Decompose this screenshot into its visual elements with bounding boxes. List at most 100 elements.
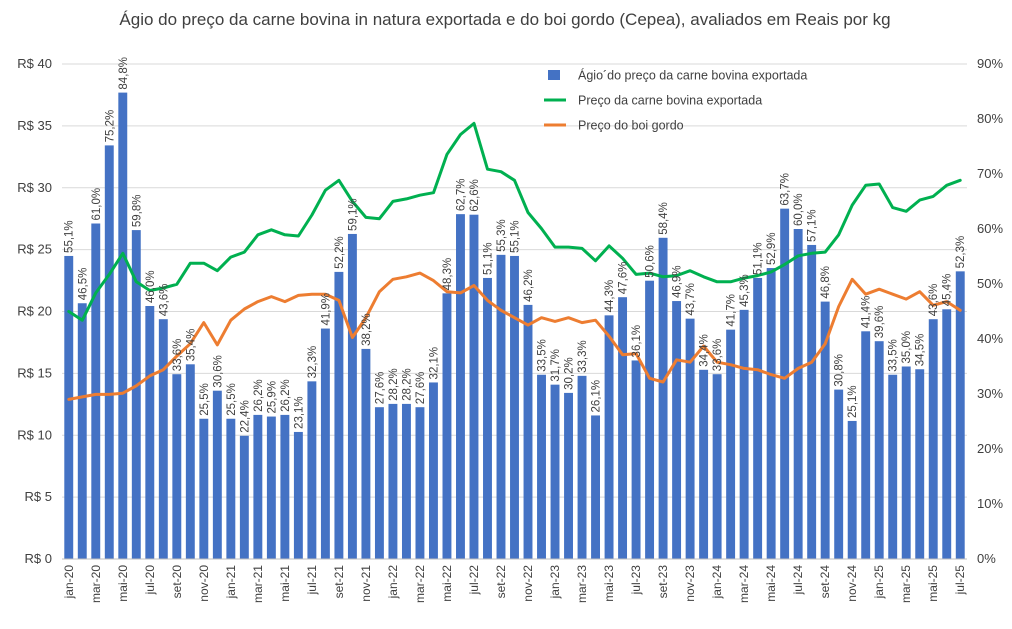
legend-label: Preço do boi gordo xyxy=(578,119,684,133)
bar xyxy=(618,297,628,559)
bar-data-label: 51,1% xyxy=(482,242,494,275)
x-tick-label: mar-25 xyxy=(899,565,913,603)
bar xyxy=(550,384,560,559)
bar xyxy=(631,360,641,559)
bar xyxy=(199,418,209,559)
bar-data-label: 43,6% xyxy=(158,284,170,317)
x-tick-label: mar-21 xyxy=(251,565,265,603)
bar xyxy=(226,418,236,559)
x-tick-label: nov-20 xyxy=(197,565,211,602)
x-tick-label: jul-25 xyxy=(953,565,967,596)
bar xyxy=(834,389,844,559)
bar xyxy=(766,268,776,559)
bar-data-label: 25,5% xyxy=(226,383,238,416)
y-left-tick-label: R$ 10 xyxy=(17,427,52,442)
bar-data-label: 43,6% xyxy=(928,284,940,317)
x-tick-label: nov-23 xyxy=(683,565,697,602)
x-tick-label: jul-20 xyxy=(143,565,157,596)
bar xyxy=(456,214,465,559)
x-tick-label: set-23 xyxy=(656,565,670,599)
bar xyxy=(604,315,614,559)
bar xyxy=(496,254,506,559)
bar-data-label: 41,7% xyxy=(726,294,738,327)
bar xyxy=(401,403,411,559)
y-left-tick-label: R$ 25 xyxy=(17,242,52,257)
bar-data-label: 46,0% xyxy=(145,270,157,303)
bar-data-label: 34,5% xyxy=(915,334,927,367)
y-left-tick-label: R$ 15 xyxy=(17,365,52,380)
bar xyxy=(523,304,533,559)
bar xyxy=(239,435,249,559)
x-tick-label: mar-20 xyxy=(89,565,103,603)
bar xyxy=(131,230,141,559)
bar-data-label: 59,1% xyxy=(347,198,359,231)
legend-swatch-bar xyxy=(548,70,560,80)
bar-data-label: 23,1% xyxy=(293,396,305,429)
bar-data-label: 52,3% xyxy=(955,236,967,269)
bar xyxy=(658,237,668,560)
bar xyxy=(753,277,763,559)
bar xyxy=(672,301,682,559)
bar xyxy=(253,414,263,559)
bar-data-label: 31,7% xyxy=(550,349,562,382)
bar xyxy=(415,407,425,559)
series-line xyxy=(67,121,962,322)
bar-data-label: 30,2% xyxy=(564,357,576,390)
bar-data-label: 55,1% xyxy=(64,220,76,253)
x-tick-label: jan-22 xyxy=(386,565,400,600)
bar xyxy=(820,301,830,559)
bar xyxy=(118,92,128,559)
y-right-tick-label: 40% xyxy=(977,331,1003,346)
bar-data-label: 33,6% xyxy=(712,339,724,372)
y-left-tick-label: R$ 20 xyxy=(17,304,52,319)
bar-data-label: 33,5% xyxy=(888,339,900,372)
bar xyxy=(685,318,695,559)
x-tick-label: jul-23 xyxy=(629,565,643,596)
bar xyxy=(577,375,587,559)
y-right-tick-label: 30% xyxy=(977,386,1003,401)
y-left-tick-label: R$ 35 xyxy=(17,118,52,133)
bar xyxy=(64,255,74,559)
bar xyxy=(280,414,290,559)
bar-data-label: 25,5% xyxy=(199,383,211,416)
bar xyxy=(645,280,655,559)
bar xyxy=(699,369,709,559)
bar-data-label: 45,3% xyxy=(739,274,751,307)
bar-data-label: 26,2% xyxy=(253,379,265,412)
bar-data-label: 30,8% xyxy=(834,354,846,387)
bar-data-label: 46,2% xyxy=(523,269,535,302)
legend-label: Ágio´do preço da carne bovina exportada xyxy=(578,68,807,83)
bar-data-label: 63,7% xyxy=(780,173,792,206)
bar xyxy=(172,374,182,559)
x-tick-label: mai-25 xyxy=(926,565,940,602)
bar xyxy=(888,374,898,559)
bar-data-label: 43,7% xyxy=(685,283,697,316)
bar xyxy=(307,381,317,559)
bar-data-label: 36,1% xyxy=(631,325,643,358)
bar-data-label: 46,9% xyxy=(672,265,684,298)
bar xyxy=(91,223,101,559)
line-series xyxy=(67,121,962,401)
bar-data-label: 55,1% xyxy=(510,220,522,253)
bar-data-label: 33,3% xyxy=(577,340,589,373)
bar-data-label: 62,6% xyxy=(469,179,481,212)
bar xyxy=(483,277,492,559)
x-tick-label: mar-23 xyxy=(575,565,589,603)
y-right-tick-label: 0% xyxy=(977,551,996,566)
x-tick-label: nov-22 xyxy=(521,565,535,602)
bar-series xyxy=(64,92,965,560)
bar-data-label: 47,6% xyxy=(618,262,630,295)
y-right-tick-label: 60% xyxy=(977,221,1003,236)
x-tick-label: mar-24 xyxy=(737,565,751,603)
y-axis-left: R$ 0 R$ 5 R$ 10 R$ 15 R$ 20 R$ 25 R$ 30 R$ 35 R$… xyxy=(17,56,52,566)
x-tick-label: set-24 xyxy=(818,565,832,599)
bar xyxy=(510,255,519,559)
x-tick-label: jul-24 xyxy=(791,565,805,596)
bar-data-label: 38,2% xyxy=(361,313,373,346)
bar xyxy=(145,306,155,559)
bar-data-label: 51,1% xyxy=(753,242,765,275)
y-axis-right: 0% 10% 20% 30% 40% 50% 60% 70% 80% 90% xyxy=(977,56,1003,566)
bar xyxy=(564,392,573,559)
bar-data-label: 27,6% xyxy=(415,372,427,405)
